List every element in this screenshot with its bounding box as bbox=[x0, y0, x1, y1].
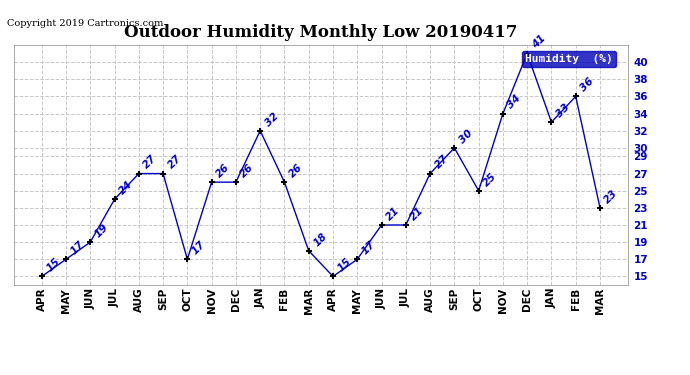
Text: 17: 17 bbox=[360, 239, 377, 256]
Text: 21: 21 bbox=[384, 205, 402, 222]
Title: Outdoor Humidity Monthly Low 20190417: Outdoor Humidity Monthly Low 20190417 bbox=[124, 24, 518, 40]
Text: 27: 27 bbox=[166, 153, 183, 171]
Text: 19: 19 bbox=[93, 222, 110, 239]
Text: 27: 27 bbox=[433, 153, 450, 171]
Text: 27: 27 bbox=[141, 153, 159, 171]
Text: Copyright 2019 Cartronics.com: Copyright 2019 Cartronics.com bbox=[7, 19, 164, 28]
Text: 15: 15 bbox=[336, 256, 353, 274]
Text: 17: 17 bbox=[190, 239, 208, 256]
Text: 33: 33 bbox=[554, 102, 571, 119]
Legend: Humidity  (%): Humidity (%) bbox=[522, 51, 616, 67]
Text: 18: 18 bbox=[311, 231, 329, 248]
Text: 26: 26 bbox=[287, 162, 304, 179]
Text: 23: 23 bbox=[603, 188, 620, 205]
Text: 25: 25 bbox=[482, 171, 499, 188]
Text: 24: 24 bbox=[117, 179, 135, 196]
Text: 41: 41 bbox=[530, 33, 547, 51]
Text: 15: 15 bbox=[44, 256, 62, 274]
Text: 17: 17 bbox=[69, 239, 86, 256]
Text: 21: 21 bbox=[408, 205, 426, 222]
Text: 36: 36 bbox=[578, 76, 596, 94]
Text: 26: 26 bbox=[239, 162, 256, 179]
Text: 32: 32 bbox=[263, 111, 280, 128]
Text: 34: 34 bbox=[506, 93, 523, 111]
Text: 26: 26 bbox=[215, 162, 232, 179]
Text: 30: 30 bbox=[457, 128, 475, 145]
